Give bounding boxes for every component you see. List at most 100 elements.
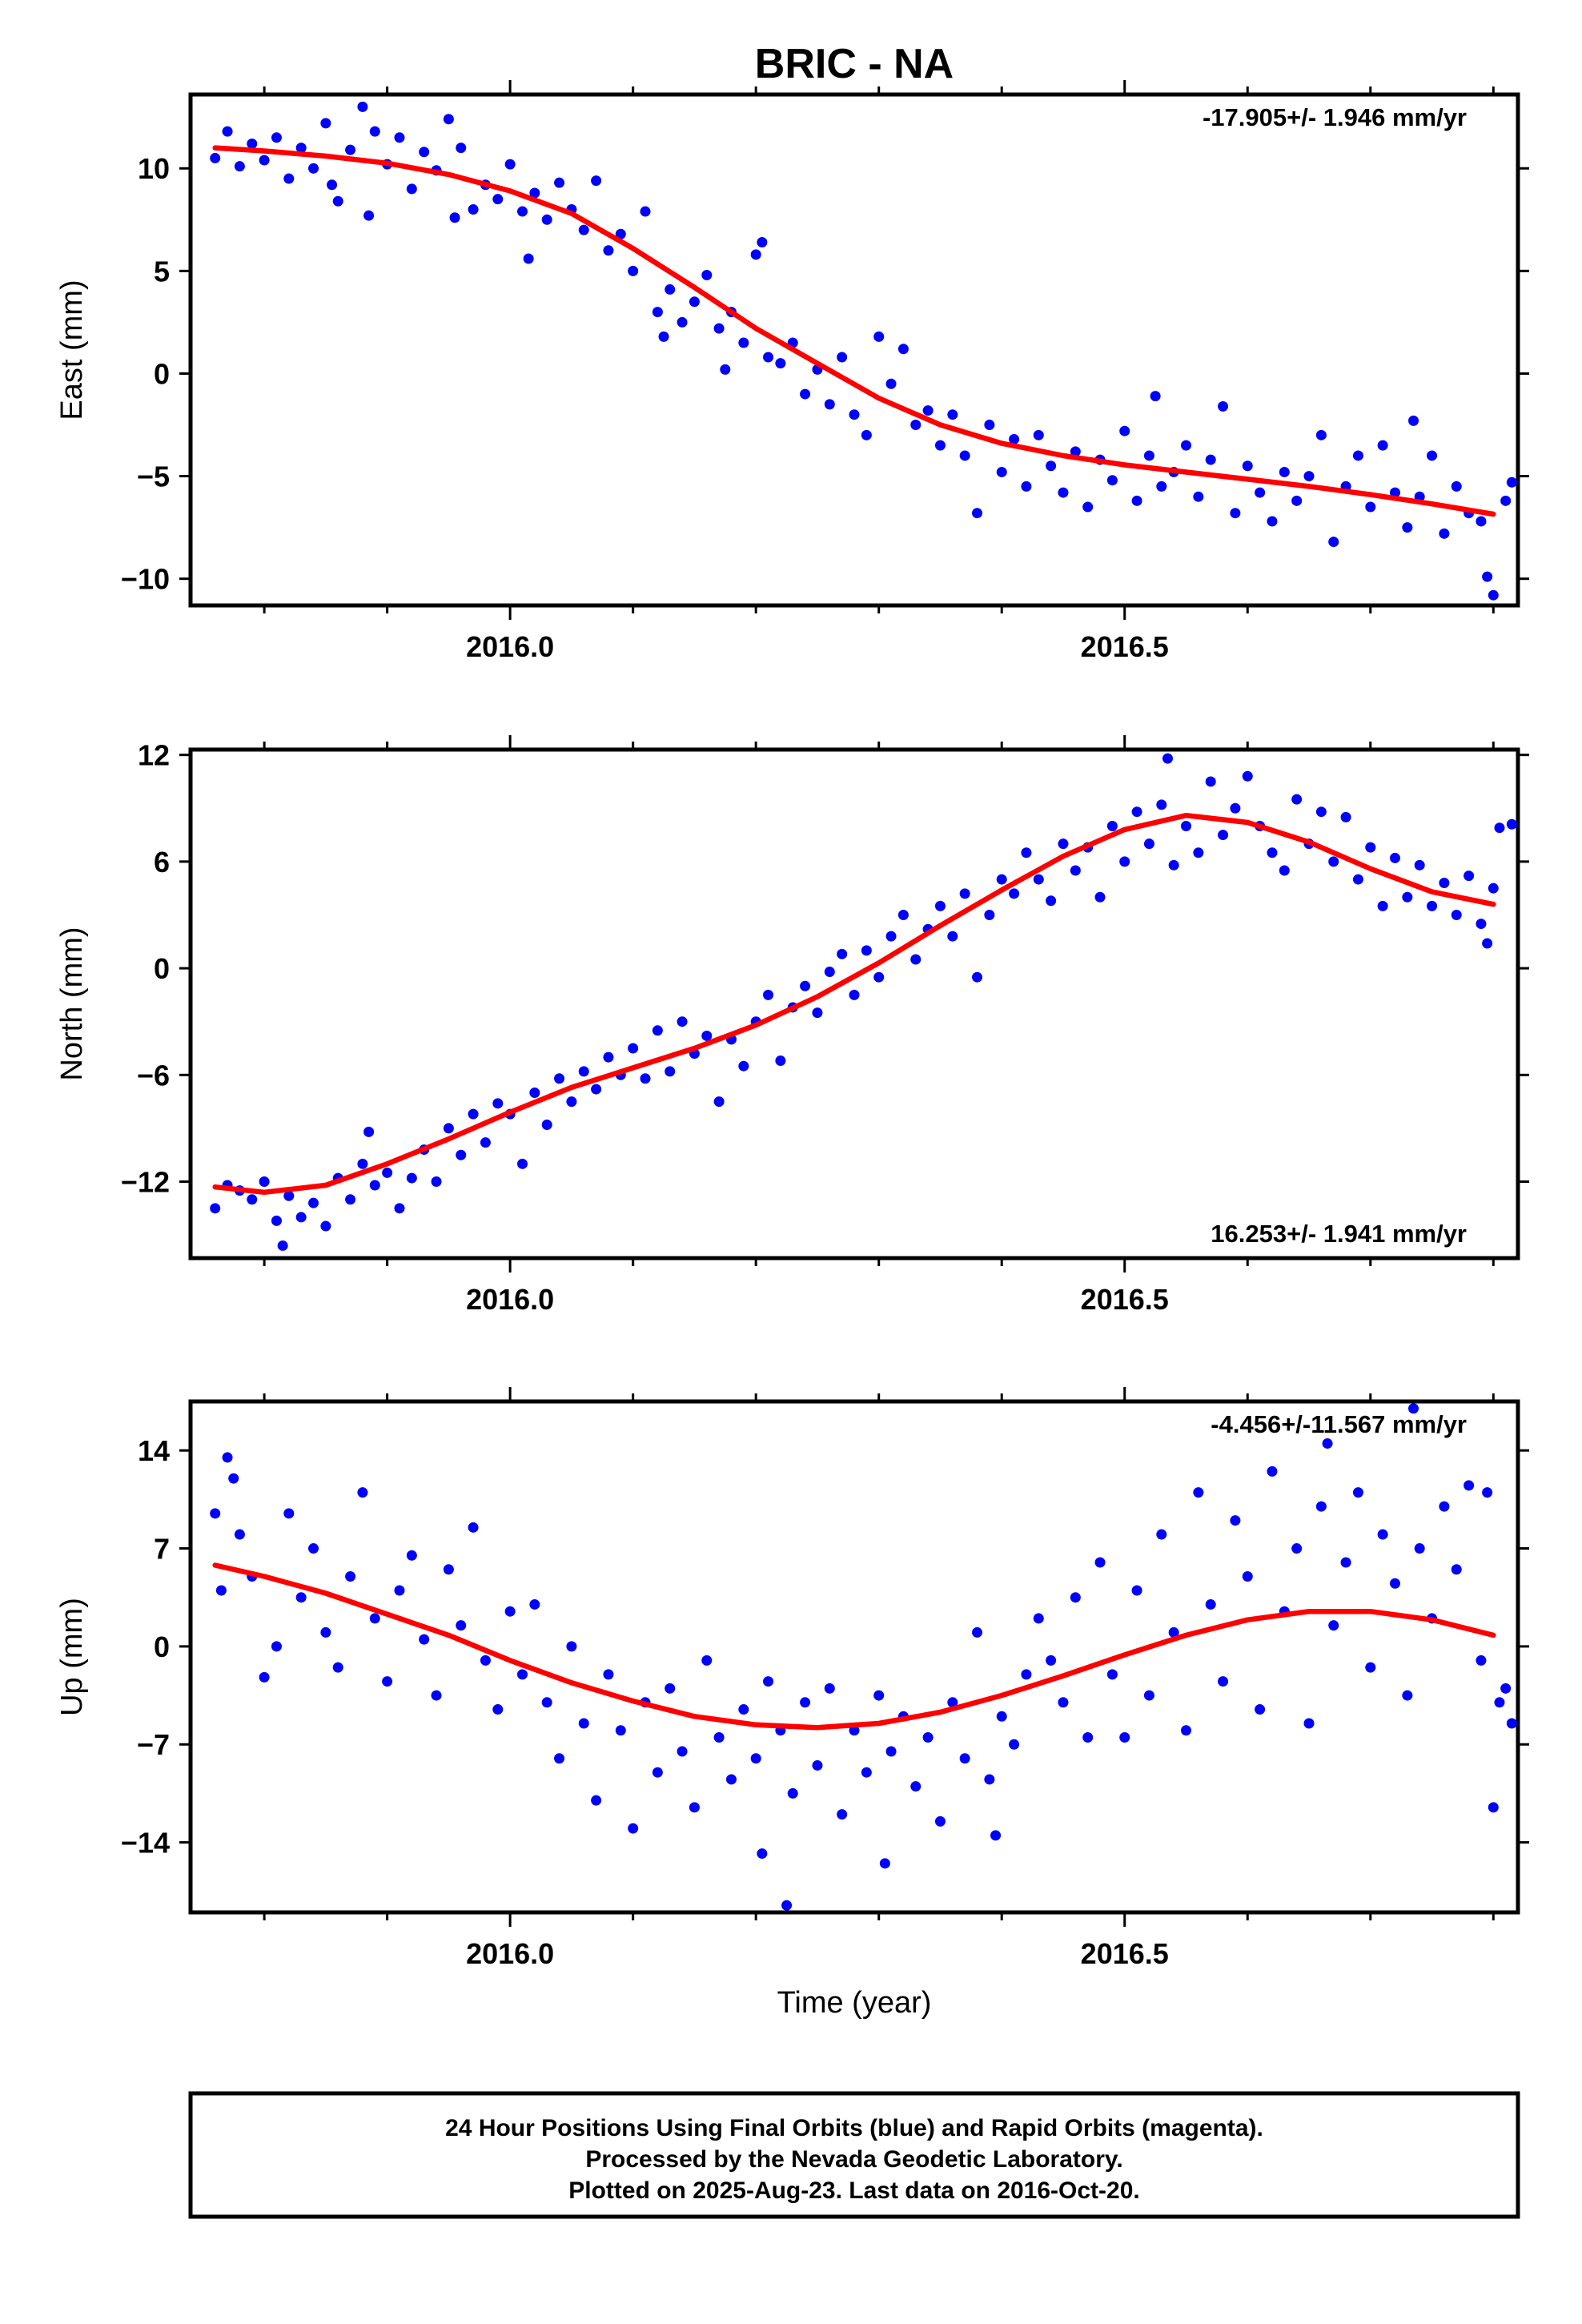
up-data-point [750, 1753, 761, 1764]
east-data-point [363, 210, 375, 221]
up-data-point [1181, 1725, 1191, 1736]
north-data-point [394, 1203, 405, 1214]
east-data-point [1279, 466, 1290, 477]
north-data-point [1205, 776, 1216, 787]
north-rate-label: 16.253+/- 1.941 mm/yr [1211, 1220, 1467, 1248]
north-data-point [1156, 799, 1167, 810]
north-data-point [363, 1126, 375, 1137]
east-data-point [713, 323, 725, 334]
north-data-point [295, 1212, 307, 1223]
up-data-point [972, 1626, 983, 1638]
up-data-point [1328, 1620, 1339, 1631]
north-data-point [247, 1194, 258, 1205]
caption-box [188, 2091, 1520, 2219]
up-panel: 2016.0 2016.5 14 7 0 −7 −14 Up (mm) -4.456+/-11.… [55, 1387, 1529, 1970]
east-data-point [984, 420, 995, 431]
up-data-point [271, 1641, 282, 1652]
north-data-point [763, 989, 774, 1000]
east-fit-curve [212, 145, 1496, 517]
up-data-point [308, 1543, 319, 1554]
up-data-point [222, 1452, 233, 1463]
up-data-point [541, 1697, 552, 1708]
east-data-point [295, 143, 307, 154]
up-y-axis-title: Up (mm) [55, 1598, 89, 1716]
up-data-point [910, 1781, 921, 1792]
north-data-point [566, 1096, 577, 1108]
north-data-point [443, 1123, 454, 1134]
east-data-point [996, 466, 1007, 477]
east-y-tick-label: 5 [154, 255, 170, 287]
up-x-tick-label: 2016.5 [1081, 1937, 1169, 1970]
north-data-point [1143, 838, 1154, 850]
east-panel: 2016.0 2016.5 10 5 0 −5 −10 East (mm) -17.905+/-… [55, 80, 1529, 663]
up-data-point [1451, 1564, 1462, 1575]
north-data-point [541, 1119, 552, 1130]
north-fit-curve [212, 812, 1496, 1196]
up-data-point [1242, 1570, 1253, 1582]
east-data-point [345, 144, 356, 155]
north-data-point [628, 1043, 639, 1054]
north-panel: 2016.0 2016.5 12 6 0 −6 −12 North (mm) 16.253+/-… [55, 735, 1529, 1316]
north-data-point [357, 1158, 368, 1169]
east-data-point [1365, 501, 1376, 513]
north-data-point [283, 1190, 295, 1201]
up-data-point [1408, 1403, 1419, 1414]
north-data-point [1315, 806, 1327, 818]
east-data-point [492, 194, 504, 205]
north-data-point [1439, 878, 1450, 889]
up-data-point [382, 1676, 393, 1687]
east-data-point [689, 296, 700, 308]
north-data-point [824, 967, 835, 978]
east-data-point [849, 409, 860, 420]
east-data-point [517, 206, 528, 217]
east-data-point [1352, 450, 1363, 461]
north-data-point [947, 931, 958, 942]
east-data-point [443, 114, 454, 125]
north-data-point [578, 1066, 589, 1077]
up-y-tick-label: 7 [154, 1533, 170, 1566]
east-data-point [1476, 516, 1487, 527]
east-data-point [775, 358, 786, 369]
up-data-point [677, 1746, 688, 1757]
north-data-point [910, 954, 921, 965]
caption-line-1: 24 Hour Positions Using Final Orbits (bl… [445, 2115, 1263, 2141]
north-x-tick-label: 2016.5 [1081, 1283, 1169, 1316]
east-data-point [1058, 487, 1069, 498]
north-data-point [1389, 852, 1400, 863]
up-data-point [591, 1795, 602, 1806]
up-data-point [1315, 1501, 1327, 1512]
north-data-point [897, 909, 909, 920]
north-data-point [382, 1167, 393, 1178]
east-data-point [554, 177, 565, 188]
north-data-point [1242, 770, 1253, 782]
east-data-point [837, 352, 848, 363]
caption-line-2: Processed by the Nevada Geodetic Laborat… [585, 2146, 1122, 2173]
up-data-point [1033, 1613, 1044, 1624]
north-data-point [1230, 802, 1241, 814]
up-data-point [628, 1823, 639, 1834]
up-data-point [578, 1718, 589, 1729]
east-data-point [972, 508, 983, 519]
east-data-point [1488, 589, 1499, 601]
east-data-point [1143, 450, 1154, 461]
north-data-point [1119, 856, 1130, 867]
north-data-point [873, 971, 885, 983]
north-data-point [1427, 900, 1438, 911]
caption-line-3: Plotted on 2025-Aug-23. Last data on 201… [568, 2177, 1140, 2204]
east-data-point [591, 175, 602, 187]
north-data-point [1365, 842, 1376, 853]
up-data-point [959, 1753, 970, 1764]
north-data-point [800, 980, 811, 991]
east-x-tick-label: 2016.0 [466, 630, 554, 663]
up-data-point [1482, 1487, 1493, 1498]
north-data-point [603, 1051, 614, 1063]
up-data-point [566, 1641, 577, 1652]
east-data-point [320, 118, 331, 129]
north-data-point [277, 1240, 288, 1251]
east-data-point [541, 214, 552, 225]
up-data-point [1476, 1655, 1487, 1666]
up-data-point [1365, 1662, 1376, 1673]
east-data-point [1205, 454, 1216, 465]
east-data-point [665, 283, 676, 295]
north-data-point [959, 888, 970, 899]
